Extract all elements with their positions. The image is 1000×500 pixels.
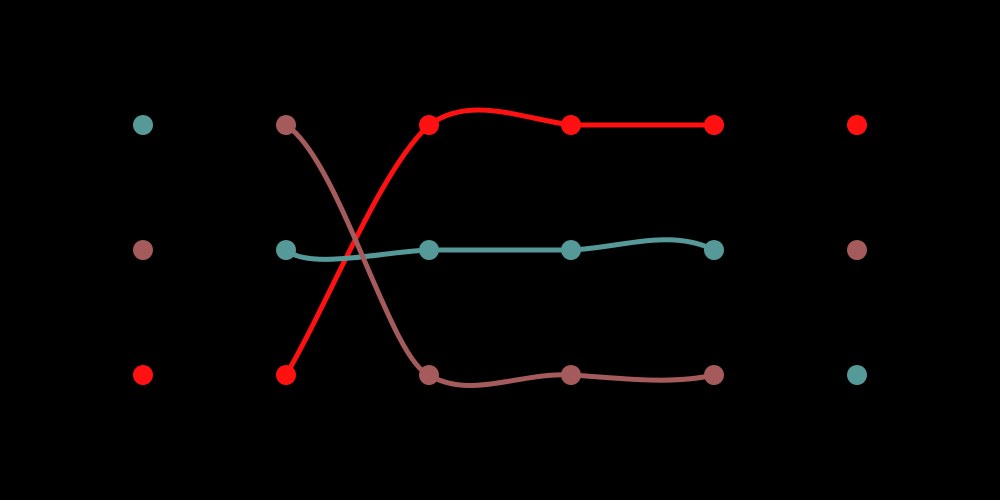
series-dot-rose [419, 365, 439, 385]
series-line-teal [283, 237, 717, 262]
series-line-red [283, 107, 717, 378]
right-marker-teal [847, 365, 867, 385]
series-dot-teal [561, 240, 581, 260]
series-line-rose [283, 122, 717, 388]
series-dot-rose [561, 365, 581, 385]
series-dot-red [561, 115, 581, 135]
left-marker-rose [133, 240, 153, 260]
series-dot-rose [276, 115, 296, 135]
right-marker-red [847, 115, 867, 135]
series-dot-rose [704, 365, 724, 385]
series-lines [283, 107, 717, 388]
end-markers [133, 115, 867, 385]
series-dot-teal [276, 240, 296, 260]
series-dot-red [276, 365, 296, 385]
right-marker-rose [847, 240, 867, 260]
series-dots [276, 115, 724, 385]
series-dot-red [419, 115, 439, 135]
left-marker-red [133, 365, 153, 385]
series-dot-teal [419, 240, 439, 260]
series-dot-red [704, 115, 724, 135]
series-dot-teal [704, 240, 724, 260]
left-marker-teal [133, 115, 153, 135]
